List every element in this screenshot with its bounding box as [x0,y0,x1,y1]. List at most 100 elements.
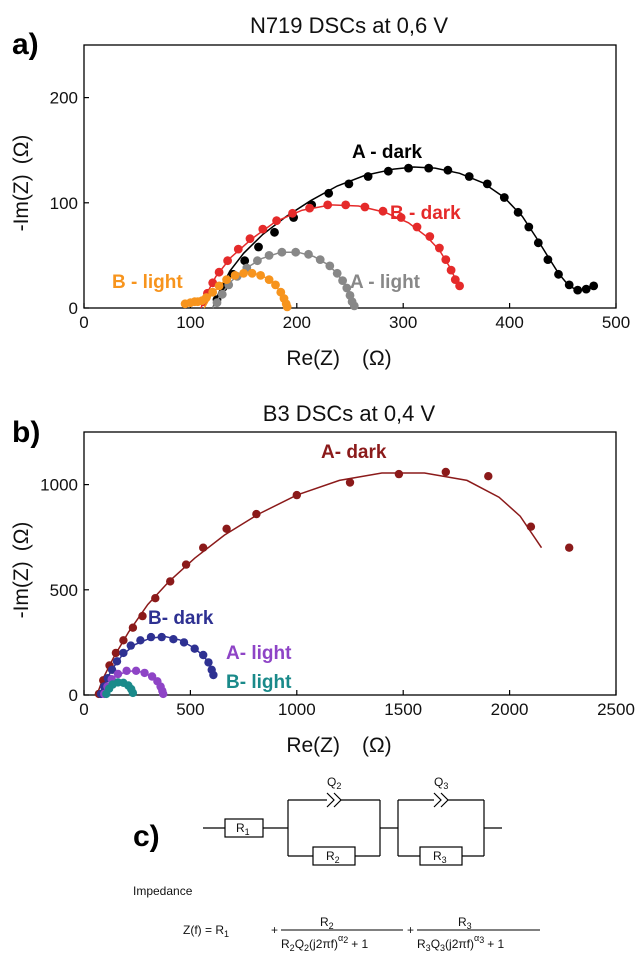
data-point-a-dark [394,469,404,479]
data-point-a-dark [363,172,373,181]
resistor-r2 [312,846,356,866]
data-point-b-light [128,688,138,698]
panel-b-title: B3 DSCs at 0,4 V [263,401,436,426]
data-point-b-dark [360,202,370,212]
data-point-a-dark [404,163,413,173]
resistor-r3 [419,846,463,866]
resistor-r1 [224,818,264,838]
data-point-b-dark [214,267,224,277]
data-point-a-dark [383,166,393,176]
formula-plus-2: + [407,923,414,937]
x-tick-label: 500 [602,313,630,332]
cpe-q2-symbol [326,792,342,808]
data-point-a-light [131,666,141,675]
formula-plus-1: + [271,923,278,937]
data-point-b-light [214,281,224,291]
label-b-dark-b3: B- dark [148,608,214,629]
x-tick-label: 0 [79,700,88,719]
x-tick-label: 400 [495,313,523,332]
data-point-a-dark [111,648,121,658]
x-tick-label: 0 [79,313,88,332]
data-point-a-dark [543,255,553,264]
data-point-a-dark [554,269,563,279]
panel-b-series [94,467,574,699]
data-point-b-dark [323,200,333,210]
data-point-b-dark [288,208,297,218]
data-point-b-light [256,271,265,280]
panel-c-circuit: c) R1 R [133,775,540,953]
r2-label: R2 [326,849,340,865]
data-point-a-dark [565,543,574,552]
data-point-a-dark [345,478,355,487]
fraction-1-numerator: R2 [320,915,334,931]
data-point-b-dark [199,650,208,660]
x-tick-label: 500 [176,700,204,719]
data-point-a-light [338,276,347,285]
data-point-a-light [264,251,274,260]
data-point-b-light [208,287,218,297]
data-point-a-dark [464,172,474,181]
data-point-b-light [247,268,257,278]
data-point-a-dark [564,280,574,290]
data-point-b-dark [233,244,243,254]
data-point-a-dark [128,623,138,632]
data-point-b-dark [396,213,406,222]
data-point-b-light [222,275,232,284]
fraction-2-denominator: R3Q3(j2πf)α3 + 1 [417,933,505,953]
data-point-a-light [212,298,222,308]
data-point-b-dark [209,670,218,680]
data-point-b-dark [136,636,145,645]
data-point-a-light [342,283,352,293]
circuit-wires [203,799,502,857]
impedance-formula: Z(f) = R1 + + R2 R2Q2(j2πf)α2 + 1 R3 R3Q3… [183,915,540,953]
fit-line-a-dark [96,472,543,696]
data-point-a-light [277,247,287,257]
y-tick-label: 100 [50,194,78,213]
data-point-b-light [282,302,292,312]
data-point-a-dark [484,472,493,481]
data-point-b-light [239,268,249,278]
data-point-a-dark [482,179,492,189]
data-point-b-dark [272,216,281,226]
data-point-b-dark [378,206,388,216]
data-point-b-dark [446,265,456,275]
panel-b-plot-frame [83,431,617,696]
data-point-b-dark [119,648,128,658]
data-point-b-dark [245,234,255,244]
data-point-b-dark [223,256,233,266]
panel-b: b) B3 DSCs at 0,4 V 0 500 1000 1500 2000 2500… [10,401,635,757]
data-point-a-dark [222,524,231,533]
panel-a-plot-frame [83,44,617,309]
data-point-a-light [291,247,301,257]
data-point-a-dark [524,222,534,232]
fraction-2-numerator: R3 [458,915,472,931]
data-point-b-dark [107,665,117,674]
x-tick-label: 1000 [278,700,316,719]
x-tick-label: 100 [176,313,204,332]
data-point-b-dark [425,232,435,241]
label-b-light-b3: B- light [226,672,292,693]
panel-b-y-axis-label: -Im(Z)(Ω) [10,522,33,619]
data-point-b-dark [126,641,135,650]
cpe-q3-symbol [433,792,449,808]
panel-a: a) N719 DSCs at 0,6 V 0 100 200 300 400 500 0 1… [10,13,630,370]
data-point-b-dark [204,658,213,667]
data-point-a-dark [240,256,250,266]
data-point-a-dark [533,238,543,248]
data-point-a-dark [441,467,450,477]
data-point-a-dark [589,281,599,291]
data-point-a-dark [443,165,453,175]
data-point-b-dark [441,255,451,264]
data-point-a-dark [181,560,191,569]
label-a-dark-n719: A - dark [352,142,422,163]
data-point-a-light [325,261,335,271]
data-point-a-dark [199,543,208,552]
data-point-a-dark [270,227,279,237]
data-point-b-dark [179,638,189,647]
data-point-b-dark [412,222,422,232]
data-point-a-light [315,255,325,264]
data-point-a-light [113,669,123,679]
data-point-b-dark [455,281,464,291]
data-point-a-dark [424,163,434,173]
